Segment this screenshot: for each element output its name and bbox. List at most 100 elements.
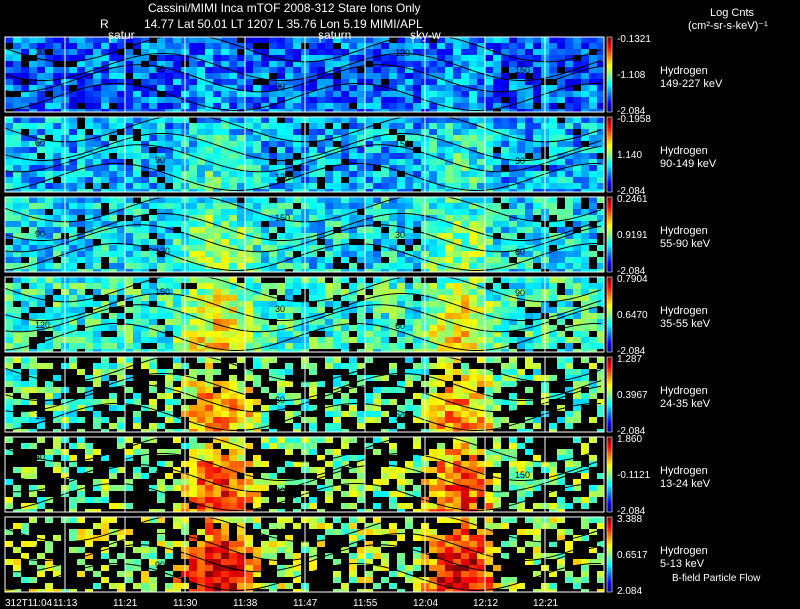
x-tick-label: 12:12 <box>473 598 499 609</box>
energy-range-label: 90-149 keV <box>660 158 717 170</box>
contour-line <box>4 53 602 81</box>
contour-level-label: 150 <box>515 470 530 480</box>
colorbar-mid-label: 0.3967 <box>617 390 648 401</box>
contour-line <box>4 464 602 493</box>
contour-level-label: 60 <box>395 321 405 331</box>
contour-level-label: 120 <box>155 246 170 256</box>
colorbar-max-label: 1.860 <box>617 434 643 445</box>
species-label: Hydrogen <box>660 305 708 317</box>
contour-line <box>4 373 602 401</box>
panel-frame <box>4 116 605 193</box>
colorbar-mid-label: -0.1121 <box>617 470 651 481</box>
contours-panel-5 <box>4 356 602 431</box>
contour-line <box>4 144 602 173</box>
colorbar-max-label: -0.1321 <box>617 34 651 45</box>
marker-label-sky: sky-w <box>410 28 441 42</box>
contour-level-label: 150 <box>275 213 290 223</box>
colorbar-min-label: -2.084 <box>617 426 646 437</box>
colorbar-units-title: Log Cnts <box>710 7 755 19</box>
colorbar-mid-label: -1.108 <box>617 70 646 81</box>
colorbar-min-label: -2.084 <box>617 506 646 517</box>
contour-level-label: 60 <box>155 64 165 74</box>
panel-frame <box>4 36 605 113</box>
contour-line <box>4 83 602 111</box>
x-tick-label: 11:47 <box>293 598 318 609</box>
x-tick-label: 312T11:04 <box>5 598 53 609</box>
x-tick-label: 12:21 <box>533 598 559 609</box>
contour-level-label: 90 <box>275 486 285 496</box>
colorbar-max-label: 0.2461 <box>617 194 648 205</box>
contour-level-label: 120 <box>275 172 290 182</box>
figure-title: Cassini/MIMI Inca mTOF 2008-312 Stare Io… <box>148 1 421 15</box>
contour-level-label: 120 <box>515 379 530 389</box>
colorbar-min-label: 2.084 <box>617 586 643 597</box>
contour-line <box>4 453 602 481</box>
colorbar-mid-label: 0.9191 <box>617 230 648 241</box>
panel-frame <box>4 356 605 433</box>
colorbar-4 <box>606 276 613 353</box>
contours-panel-4 <box>4 276 602 351</box>
contour-level-label: 120 <box>35 320 50 330</box>
contour-level-label: 150 <box>395 544 410 554</box>
x-tick-label: 12:04 <box>413 598 439 609</box>
colorbar-min-label: -2.084 <box>617 346 646 357</box>
species-label: Hydrogen <box>660 225 708 237</box>
contour-level-label: 90 <box>155 560 165 570</box>
energy-range-label: 35-55 keV <box>660 318 711 330</box>
colorbar-min-label: -2.084 <box>617 186 646 197</box>
panel-frame <box>4 516 605 593</box>
contour-line <box>4 323 602 351</box>
species-label: Hydrogen <box>660 465 708 477</box>
contour-line <box>4 64 602 93</box>
contour-line <box>4 36 602 63</box>
contour-line <box>4 436 602 463</box>
contours-panel-2 <box>4 116 602 191</box>
x-tick-label: 11:30 <box>173 598 198 609</box>
contours-panel-6 <box>4 436 602 511</box>
x-tick-label: 11:21 <box>113 598 138 609</box>
colorbar-6 <box>606 436 613 513</box>
x-tick-label: 11:55 <box>353 598 378 609</box>
contours-panel-3 <box>4 196 602 271</box>
species-label: Hydrogen <box>660 65 708 77</box>
contour-level-label: 60 <box>155 469 165 479</box>
contour-level-label: 30 <box>515 561 525 571</box>
colorbar-1 <box>606 36 613 113</box>
marker-label-satur: satur <box>108 28 135 42</box>
colorbar-max-label: 3.388 <box>617 514 643 525</box>
contour-level-label: 60 <box>275 395 285 405</box>
contour-line <box>4 243 602 271</box>
contour-level-label: 30 <box>515 156 525 166</box>
colorbar-mid-label: 0.6517 <box>617 550 648 561</box>
energy-range-label: 55-90 keV <box>660 238 711 250</box>
colorbar-min-label: -2.084 <box>617 266 646 277</box>
colorbar-max-label: 1.287 <box>617 354 643 365</box>
x-tick-label: 11:38 <box>233 598 258 609</box>
contour-line <box>4 403 602 431</box>
contour-level-label: 150 <box>155 287 170 297</box>
contour-level-label: 90 <box>395 412 405 422</box>
colorbar-7 <box>606 516 613 593</box>
contour-level-label: 30 <box>155 378 165 388</box>
marker-label-saturn: saturn <box>318 28 352 42</box>
contour-level-label: 90 <box>515 288 525 298</box>
panel-frame <box>4 196 605 273</box>
orbit-info: 14.77 Lat 50.01 LT 1207 L 35.76 Lon 5.19… <box>144 17 423 31</box>
energy-range-label: 5-13 keV <box>660 558 705 570</box>
contour-level-label: 150 <box>395 139 410 149</box>
contour-line <box>4 224 602 253</box>
species-label: Hydrogen <box>660 385 708 397</box>
contour-line <box>4 116 602 143</box>
contour-line <box>4 483 602 511</box>
contour-level-label: 60 <box>515 247 525 257</box>
contour-level-label: 150 <box>515 65 530 75</box>
contour-line <box>4 133 602 161</box>
colorbar-max-label: -0.1958 <box>617 114 651 125</box>
contour-level-label: 30 <box>275 304 285 314</box>
colorbar-min-label: -2.084 <box>617 106 646 117</box>
species-label: Hydrogen <box>660 145 708 157</box>
r-label: R <box>100 17 109 31</box>
contour-line <box>4 544 602 573</box>
contour-line <box>4 356 602 383</box>
